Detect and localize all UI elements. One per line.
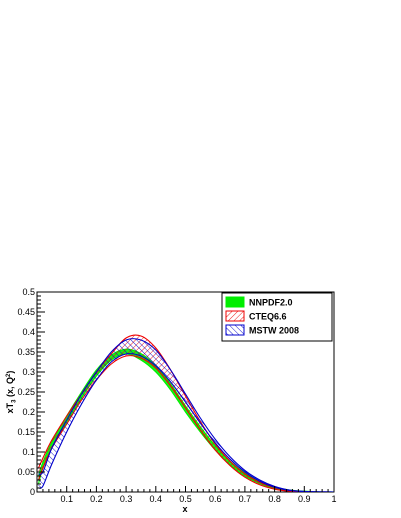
y-label-close: ): [5, 371, 15, 374]
x-axis-label: x: [182, 504, 187, 514]
x-tick-label: 1: [331, 494, 336, 504]
legend-label-mstw: MSTW 2008: [249, 326, 299, 336]
y-label-sup: 2: [6, 373, 12, 377]
svg-text:xT3 (x, Q2): xT3 (x, Q2): [5, 371, 18, 414]
legend-swatch-cteq: [225, 310, 245, 322]
x-tick-label: 0.6: [209, 494, 222, 504]
x-tick-label: 0.2: [90, 494, 103, 504]
x-tick-label: 0.1: [60, 494, 73, 504]
x-tick-label: 0.8: [268, 494, 281, 504]
legend-label-cteq: CTEQ6.6: [249, 312, 287, 322]
legend: NNPDF2.0 CTEQ6.6 MSTW 2008: [221, 292, 333, 342]
y-tick-label: 0.45: [17, 307, 35, 317]
axis-ticks: [37, 291, 335, 493]
x-tick-label: 0.9: [298, 494, 311, 504]
x-tick-label: 0.5: [179, 494, 192, 504]
y-tick-label: 0.05: [17, 467, 35, 477]
y-tick-label: 0.1: [22, 447, 35, 457]
y-tick-label: 0.15: [17, 427, 35, 437]
legend-swatch-nnpdf: [225, 296, 245, 308]
y-label-sub: 3: [12, 399, 18, 403]
tick-labels: 0.1 0.2 0.3 0.4 0.5 0.6 0.7 0.8 0.9 1 0 0.05 0.1 0.15…: [17, 287, 336, 504]
y-tick-label: 0.35: [17, 347, 35, 357]
x-tick-label: 0.3: [120, 494, 133, 504]
y-tick-label: 0.2: [22, 407, 35, 417]
y-tick-label: 0.5: [22, 287, 35, 297]
y-label-args: (x, Q: [5, 377, 15, 400]
y-label-main: xT: [5, 402, 15, 413]
y-tick-label: 0: [30, 487, 35, 497]
band-lower-edge-mstw: [38, 353, 334, 492]
y-tick-label: 0.4: [22, 327, 35, 337]
series-bands: [37, 334, 334, 492]
x-tick-label: 0.4: [150, 494, 163, 504]
y-axis-label: xT3 (x, Q2): [5, 371, 18, 414]
band-upper-edge-mstw: [38, 338, 334, 492]
legend-swatch-mstw: [225, 324, 245, 336]
y-tick-label: 0.3: [22, 367, 35, 377]
y-tick-label: 0.25: [17, 387, 35, 397]
legend-label-nnpdf: NNPDF2.0: [249, 298, 293, 308]
x-tick-label: 0.7: [239, 494, 252, 504]
